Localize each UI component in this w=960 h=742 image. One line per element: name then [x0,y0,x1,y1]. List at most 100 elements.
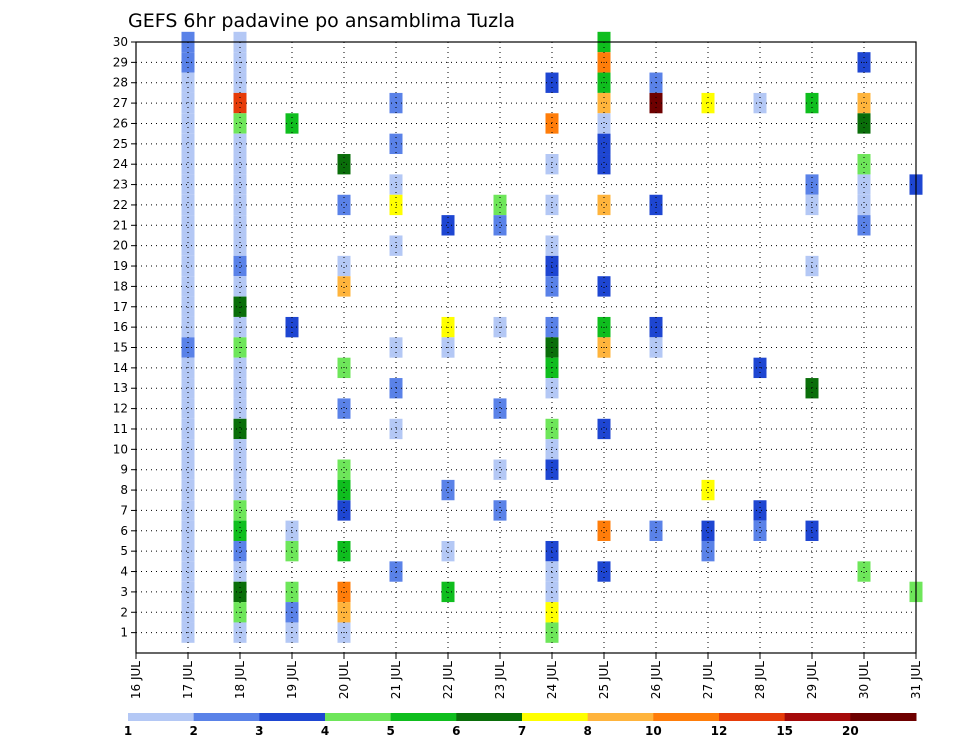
data-cell [181,561,195,582]
data-cell [753,520,767,541]
y-tick-label: 16 [113,320,128,334]
colorbar-swatch [522,713,589,721]
colorbar-label: 2 [189,724,197,738]
colorbar-swatch [259,713,326,721]
data-cell [857,194,871,216]
y-tick-label: 27 [113,96,128,110]
x-tick-label: 25 JUL [597,661,611,699]
data-cell [233,174,247,195]
data-cell [857,215,871,236]
chart-title: GEFS 6hr padavine po ansamblima Tuzla [128,10,515,32]
data-cell [597,276,611,297]
x-tick-label: 29 JUL [805,661,819,699]
y-tick-label: 19 [113,259,128,273]
data-cell [233,215,247,236]
data-cell [597,561,611,582]
data-cell [181,276,195,297]
data-cell [233,459,247,480]
data-cell [233,154,247,175]
data-cell [337,255,351,277]
y-tick-label: 24 [113,157,128,171]
data-cell [233,255,247,277]
y-tick-label: 21 [113,218,128,232]
y-tick-label: 18 [113,279,128,293]
x-tick-label: 19 JUL [285,661,299,699]
y-tick-label: 8 [120,483,128,497]
data-cell [233,113,247,134]
y-tick-label: 7 [120,503,128,517]
y-tick-label: 11 [113,422,128,436]
colorbar-label: 20 [842,724,859,738]
colorbar-swatch [653,713,720,721]
y-tick-label: 12 [113,402,128,416]
data-cell [597,92,611,114]
data-cell [857,174,871,195]
colorbar-label: 3 [255,724,263,738]
data-cell [597,113,611,134]
x-tick-label: 18 JUL [233,661,247,699]
data-cell [233,561,247,582]
data-cell [493,194,507,216]
data-cell [233,520,247,541]
data-cell [181,540,195,562]
colorbar-swatch [784,713,851,721]
data-cell [181,296,195,317]
x-tick-label: 30 JUL [857,661,871,699]
data-cell [337,154,351,175]
y-axis-ticks: 1234567891011121314151617181920212223242… [113,35,136,640]
data-cell [233,540,247,562]
data-cell [753,92,767,114]
x-tick-label: 20 JUL [337,661,351,699]
data-cell [181,418,195,440]
data-cell [597,194,611,216]
data-cell [181,439,195,460]
y-tick-label: 20 [113,239,128,253]
y-tick-label: 1 [120,626,128,640]
data-cell [181,378,195,399]
y-tick-label: 26 [113,116,128,130]
data-cell [181,113,195,134]
data-cell [181,174,195,195]
colorbar-label: 8 [583,724,591,738]
data-cell [181,500,195,521]
data-cell [493,398,507,419]
y-tick-label: 29 [113,55,128,69]
data-cell [441,215,455,236]
x-tick-label: 23 JUL [493,661,507,699]
data-cell [597,418,611,440]
data-cell [337,459,351,480]
data-cell [181,235,195,256]
data-cell [181,154,195,175]
y-tick-label: 14 [113,361,128,375]
data-cell [857,92,871,114]
data-cell [181,520,195,541]
y-tick-label: 13 [113,381,128,395]
colorbar-swatch [325,713,392,721]
data-cell [233,133,247,155]
data-cell [493,215,507,236]
data-cell [857,113,871,134]
colorbar-swatch [456,713,523,721]
y-tick-label: 28 [113,76,128,90]
y-tick-label: 23 [113,178,128,192]
data-cell [597,520,611,541]
x-tick-label: 22 JUL [441,661,455,699]
data-cell [233,500,247,521]
data-cell [233,439,247,460]
y-tick-label: 2 [120,605,128,619]
colorbar-label: 12 [711,724,728,738]
data-cell [233,194,247,216]
data-cell [597,154,611,175]
y-tick-label: 15 [113,341,128,355]
data-cell [441,540,455,562]
data-cell [337,276,351,297]
data-cell [753,500,767,521]
data-cell [233,296,247,317]
x-tick-label: 16 JUL [129,661,143,699]
data-cells [181,31,923,643]
y-tick-label: 30 [113,35,128,49]
x-tick-label: 21 JUL [389,661,403,699]
y-tick-label: 6 [120,524,128,538]
data-cell [181,255,195,277]
